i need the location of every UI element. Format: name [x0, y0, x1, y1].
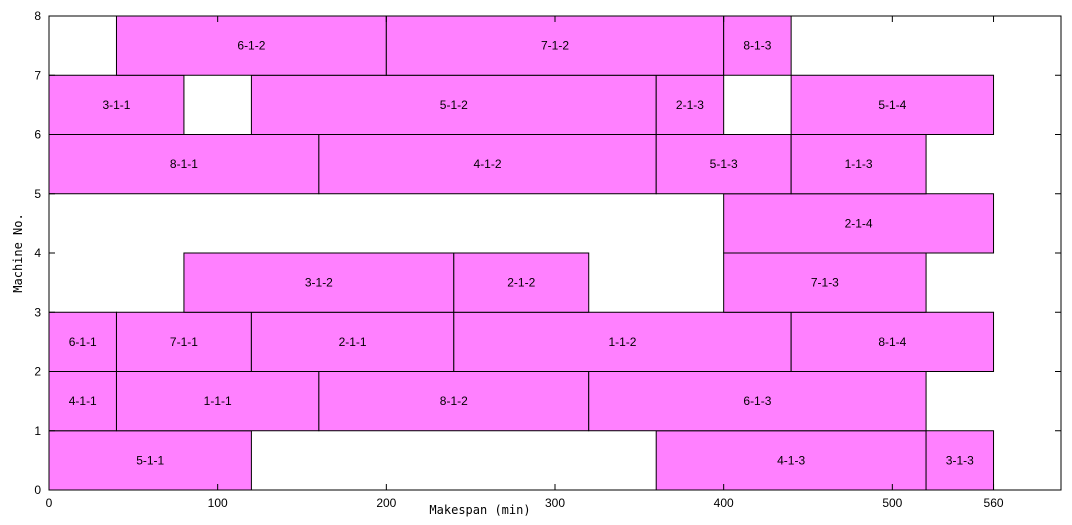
- task-bar-2-1-4: 2-1-4: [723, 193, 995, 254]
- task-rect: [115, 311, 252, 372]
- task-label: 1-1-2: [608, 335, 636, 349]
- x-tick-label: 100: [208, 496, 228, 510]
- task-bar-5-1-1: 5-1-1: [48, 430, 252, 491]
- task-bar-7-1-1: 7-1-1: [115, 311, 252, 372]
- task-rect: [48, 134, 320, 195]
- y-tick-label: 7: [34, 68, 41, 82]
- x-tick-label: 300: [545, 496, 565, 510]
- task-rect: [790, 134, 927, 195]
- y-tick-label: 0: [34, 483, 41, 497]
- y-tick-label: 6: [34, 128, 41, 142]
- task-label: 3-1-1: [102, 98, 130, 112]
- task-rect: [183, 252, 455, 313]
- task-rect: [655, 134, 792, 195]
- task-label: 4-1-3: [777, 453, 805, 467]
- task-bar-5-1-3: 5-1-3: [655, 134, 792, 195]
- task-bar-6-1-2: 6-1-2: [115, 15, 387, 76]
- x-tick-label: 400: [714, 496, 734, 510]
- task-rect: [723, 193, 995, 254]
- y-axis-ticks: 0 1 2 3 4 5 6 7 8: [34, 9, 1061, 497]
- task-bar-2-1-1: 2-1-1: [250, 311, 455, 372]
- x-axis-ticks: 0 100 200 300 400 500 560: [46, 16, 1004, 510]
- task-bar-2-1-3: 2-1-3: [655, 74, 725, 135]
- y-axis-title: Machine No.: [11, 213, 25, 292]
- task-rect: [723, 15, 792, 76]
- task-label: 1-1-3: [845, 157, 873, 171]
- task-label: 8-1-1: [170, 157, 198, 171]
- task-label: 6-1-2: [237, 39, 265, 53]
- task-rect: [48, 74, 185, 135]
- task-label: 4-1-1: [69, 394, 97, 408]
- task-bar-8-1-3: 8-1-3: [723, 15, 792, 76]
- y-tick-label: 1: [34, 424, 41, 438]
- task-bar-8-1-2: 8-1-2: [318, 371, 590, 432]
- x-tick-label: 200: [376, 496, 396, 510]
- task-label: 3-1-2: [305, 276, 333, 290]
- task-rect: [453, 252, 590, 313]
- task-rect: [723, 252, 927, 313]
- task-label: 3-1-3: [946, 453, 974, 467]
- y-tick-label: 4: [34, 246, 41, 260]
- y-tick-label: 2: [34, 365, 41, 379]
- task-label: 4-1-2: [474, 157, 502, 171]
- x-tick-label: 500: [882, 496, 902, 510]
- task-rect: [790, 74, 995, 135]
- task-label: 6-1-1: [69, 335, 97, 349]
- task-rect: [115, 371, 320, 432]
- task-bar-6-1-1: 6-1-1: [48, 311, 117, 372]
- task-rect: [318, 134, 657, 195]
- task-bar-3-1-3: 3-1-3: [925, 430, 995, 491]
- task-label: 5-1-4: [878, 98, 906, 112]
- task-label: 6-1-3: [743, 394, 771, 408]
- task-bar-1-1-2: 1-1-2: [453, 311, 792, 372]
- x-axis-title: Makespan (min): [429, 503, 530, 517]
- task-label: 2-1-3: [676, 98, 704, 112]
- task-rect: [250, 311, 455, 372]
- task-bar-1-1-1: 1-1-1: [115, 371, 320, 432]
- task-rect: [48, 371, 117, 432]
- task-rect: [115, 15, 387, 76]
- task-bar-4-1-1: 4-1-1: [48, 371, 117, 432]
- task-rect: [655, 430, 927, 491]
- task-bars: 5-1-1 4-1-3 3-1-3 4-1-1 1-1-1 8-1-2 6-1-3 6-1-1…: [48, 15, 995, 491]
- task-rect: [318, 371, 590, 432]
- task-label: 8-1-4: [878, 335, 906, 349]
- task-rect: [48, 430, 252, 491]
- x-tick-label: 0: [46, 496, 53, 510]
- task-rect: [790, 311, 995, 372]
- y-tick-label: 8: [34, 9, 41, 23]
- task-bar-3-1-1: 3-1-1: [48, 74, 185, 135]
- task-label: 7-1-3: [811, 276, 839, 290]
- task-bar-1-1-3: 1-1-3: [790, 134, 927, 195]
- x-tick-label: 560: [984, 496, 1004, 510]
- task-bar-5-1-2: 5-1-2: [250, 74, 657, 135]
- task-label: 7-1-1: [170, 335, 198, 349]
- task-label: 8-1-3: [743, 39, 771, 53]
- task-bar-6-1-3: 6-1-3: [588, 371, 927, 432]
- task-bar-4-1-2: 4-1-2: [318, 134, 657, 195]
- task-label: 5-1-3: [710, 157, 738, 171]
- task-rect: [655, 74, 725, 135]
- task-label: 8-1-2: [440, 394, 468, 408]
- y-tick-label: 5: [34, 187, 41, 201]
- task-bar-3-1-2: 3-1-2: [183, 252, 455, 313]
- task-label: 2-1-2: [507, 276, 535, 290]
- task-bar-5-1-4: 5-1-4: [790, 74, 995, 135]
- task-label: 5-1-2: [440, 98, 468, 112]
- task-label: 7-1-2: [541, 39, 569, 53]
- task-bar-7-1-2: 7-1-2: [385, 15, 725, 76]
- task-bar-4-1-3: 4-1-3: [655, 430, 927, 491]
- y-tick-label: 3: [34, 305, 41, 319]
- task-bar-7-1-3: 7-1-3: [723, 252, 927, 313]
- task-label: 5-1-1: [136, 453, 164, 467]
- task-rect: [925, 430, 995, 491]
- task-rect: [588, 371, 927, 432]
- task-bar-8-1-4: 8-1-4: [790, 311, 995, 372]
- task-label: 2-1-1: [339, 335, 367, 349]
- task-label: 2-1-4: [845, 216, 873, 230]
- task-bar-8-1-1: 8-1-1: [48, 134, 320, 195]
- task-bar-2-1-2: 2-1-2: [453, 252, 590, 313]
- task-label: 1-1-1: [204, 394, 232, 408]
